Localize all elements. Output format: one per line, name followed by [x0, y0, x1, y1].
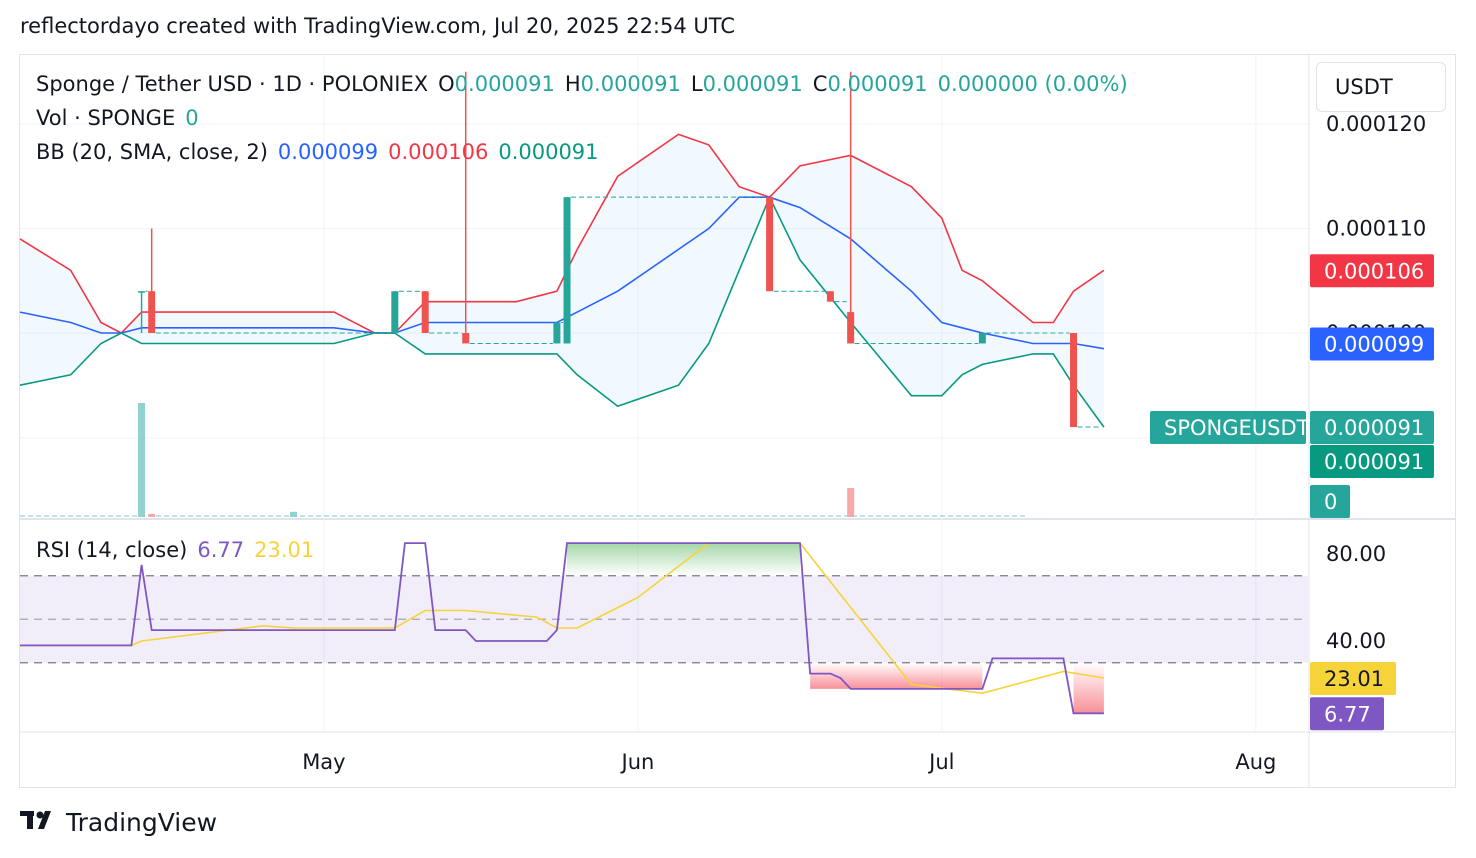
bb-lower-value: 0.000091 [498, 140, 599, 164]
rsi-oversold-fill [810, 662, 983, 689]
volume-bar [847, 487, 855, 517]
candle-body [138, 291, 146, 293]
bollinger-basis-line [19, 196, 1105, 350]
time-tick-label: May [302, 750, 345, 774]
close-label: C [812, 72, 828, 96]
footer-logo-text: TradingView [66, 808, 218, 837]
candle-body [766, 197, 774, 292]
time-tick-label: Aug [1235, 750, 1276, 774]
rsi-ma-line [20, 542, 1105, 695]
bollinger-upper-line [19, 133, 1105, 334]
bollinger-fill [20, 134, 1104, 428]
volume-bar [290, 511, 298, 517]
time-tick-label: Jun [620, 750, 655, 774]
volume-price-label: 0 [1324, 490, 1337, 514]
candle-body [553, 322, 561, 344]
bb-upper-value: 0.000106 [388, 140, 489, 164]
bb-basis-price-label: 0.000099 [1324, 332, 1424, 356]
chart-caption: reflectordayo created with TradingView.c… [20, 14, 736, 38]
symbol-tag-label: SPONGEUSDT [1164, 416, 1310, 440]
rsi-ma-price-label-bg [1310, 661, 1396, 695]
candle-body [978, 333, 986, 344]
bb-lower-price-label: 0.000091 [1324, 450, 1424, 474]
price-axis: 0.000106 0.000099 0.000091 0.000091 SPONGEUS… [1150, 254, 1434, 731]
currency-unit-button[interactable]: USDT [1316, 62, 1446, 112]
symbol-tag-label-bg [1150, 411, 1306, 445]
candle-body [391, 291, 399, 333]
open-label: O [438, 72, 455, 96]
candle-body [563, 197, 571, 344]
candle-body [462, 333, 470, 344]
candle-body [148, 291, 156, 333]
bb-basis-value: 0.000099 [277, 140, 379, 164]
volume-bar [148, 513, 156, 517]
rsi-legend: RSI (14, close) 6.77 23.01 [36, 538, 324, 562]
candle-body [1070, 333, 1078, 428]
rsi-pane: 80.00 40.00 [20, 542, 1386, 715]
candles [138, 71, 1100, 428]
bb-upper-price-label: 0.000106 [1324, 259, 1424, 283]
bollinger-lower-line [19, 195, 1105, 428]
candle-body [421, 291, 429, 333]
open-value: 0.000091 [454, 72, 555, 96]
rsi-value: 6.77 [197, 538, 245, 562]
rsi-line [20, 542, 1104, 715]
tradingview-logo-icon [20, 808, 58, 837]
rsi-label: RSI (14, close) [36, 538, 188, 562]
bb-upper-price-label-bg [1310, 254, 1434, 288]
rsi-price-label: 6.77 [1324, 702, 1371, 726]
price-tick-label: 0.000120 [1326, 112, 1426, 136]
volume-price-label-bg [1310, 485, 1350, 518]
candle-body [826, 291, 834, 302]
time-tick-label: Jul [927, 750, 954, 774]
rsi-ma-price-label: 23.01 [1324, 667, 1384, 691]
bb-basis-price-label-bg [1310, 327, 1434, 361]
close-value: 0.000091 [827, 72, 928, 96]
volume-legend: Vol · SPONGE 0 [36, 106, 209, 130]
rsi-overbought-fill [567, 543, 801, 576]
bb-lower-price-label-bg [1310, 445, 1434, 479]
bollinger-bands [19, 133, 1105, 428]
symbol-title: Sponge / Tether USD · 1D · POLONIEX [36, 72, 429, 96]
change-value: 0.000000 (0.00%) [937, 72, 1128, 96]
volume-value: 0 [185, 106, 199, 130]
rsi-tick-label: 80.00 [1326, 542, 1386, 566]
volume-label: Vol · SPONGE [36, 106, 176, 130]
rsi-ma-value: 23.01 [254, 538, 315, 562]
rsi-oversold-fill [1073, 662, 1104, 714]
footer-logo[interactable]: TradingView [20, 808, 217, 837]
volume-bars [20, 403, 1028, 517]
volume-bar [138, 403, 146, 517]
high-label: H [564, 72, 581, 96]
low-label: L [690, 72, 703, 96]
symbol-legend: Sponge / Tether USD · 1D · POLONIEX O0.00… [36, 72, 1138, 96]
price-tick-label: 0.000110 [1326, 217, 1426, 241]
candle-body [847, 312, 855, 344]
bb-legend: BB (20, SMA, close, 2) 0.000099 0.000106 0.… [36, 140, 609, 164]
rsi-tick-label: 40.00 [1326, 629, 1386, 653]
bb-label: BB (20, SMA, close, 2) [36, 140, 268, 164]
last-price-label-bg [1310, 411, 1434, 445]
low-value: 0.000091 [702, 72, 803, 96]
chart-frame [19, 54, 1456, 788]
last-price-label: 0.000091 [1324, 416, 1424, 440]
high-value: 0.000091 [580, 72, 681, 96]
rsi-price-label-bg [1310, 697, 1384, 731]
